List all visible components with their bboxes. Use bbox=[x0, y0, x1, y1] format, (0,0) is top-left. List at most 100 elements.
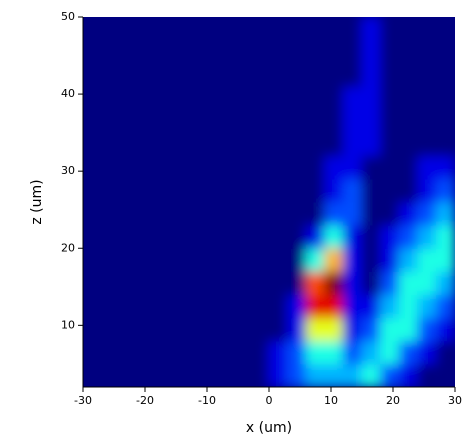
heatmap-cell bbox=[119, 224, 140, 249]
heatmap-cell bbox=[156, 17, 177, 41]
heatmap-cell bbox=[194, 340, 214, 365]
heatmap-cell bbox=[156, 132, 177, 157]
heatmap-cell bbox=[268, 109, 289, 134]
heatmap-cell bbox=[175, 247, 196, 272]
heatmap-cell bbox=[138, 178, 158, 203]
heatmap-cell bbox=[194, 294, 214, 319]
heatmap-cell bbox=[175, 39, 196, 64]
heatmap-cell bbox=[156, 39, 177, 64]
heatmap-cell bbox=[398, 109, 419, 134]
heatmap-cell bbox=[231, 85, 251, 110]
heatmap-cell bbox=[249, 363, 270, 387]
heatmap-cell bbox=[361, 317, 382, 342]
heatmap-cell bbox=[83, 247, 103, 272]
heatmap-cell bbox=[435, 109, 455, 134]
heatmap-cell bbox=[231, 270, 251, 295]
heatmap-cell bbox=[249, 178, 270, 203]
heatmap-cell bbox=[435, 178, 455, 203]
heatmap-cell bbox=[417, 363, 437, 387]
heatmap-cell bbox=[194, 247, 214, 272]
heatmap-cell bbox=[83, 155, 103, 180]
heatmap-cell bbox=[231, 363, 251, 387]
heatmap-cell bbox=[398, 39, 419, 64]
y-tick-label: 40 bbox=[61, 87, 75, 100]
heatmap-cell bbox=[305, 39, 326, 64]
heatmap-cell bbox=[287, 85, 307, 110]
heatmap-cell bbox=[361, 247, 382, 272]
heatmap-cell bbox=[156, 247, 177, 272]
x-tick-label: 0 bbox=[266, 394, 273, 407]
plot-area bbox=[83, 17, 455, 387]
heatmap-cell bbox=[119, 270, 140, 295]
heatmap-cell bbox=[231, 224, 251, 249]
heatmap-cell bbox=[398, 363, 419, 387]
heatmap-cell bbox=[287, 39, 307, 64]
heatmap-cell bbox=[417, 109, 437, 134]
heatmap-cell bbox=[305, 178, 326, 203]
heatmap-cell bbox=[194, 178, 214, 203]
heatmap-cell bbox=[398, 85, 419, 110]
heatmap bbox=[83, 17, 455, 387]
heatmap-cell bbox=[119, 363, 140, 387]
heatmap-cell bbox=[342, 132, 363, 157]
x-tick-label: 30 bbox=[448, 394, 462, 407]
heatmap-cell bbox=[101, 340, 121, 365]
heatmap-cell bbox=[324, 317, 344, 342]
heatmap-cell bbox=[342, 109, 363, 134]
heatmap-cell bbox=[175, 155, 196, 180]
heatmap-cell bbox=[398, 247, 419, 272]
heatmap-cell bbox=[287, 62, 307, 87]
heatmap-cell bbox=[194, 39, 214, 64]
heatmap-cell bbox=[417, 247, 437, 272]
heatmap-cell bbox=[119, 132, 140, 157]
heatmap-cell bbox=[324, 363, 344, 387]
heatmap-cell bbox=[417, 270, 437, 295]
heatmap-cell bbox=[119, 247, 140, 272]
x-tick-label: 10 bbox=[324, 394, 338, 407]
heatmap-cell bbox=[268, 317, 289, 342]
heatmap-cell bbox=[361, 201, 382, 226]
heatmap-cell bbox=[380, 17, 400, 41]
heatmap-cell bbox=[83, 224, 103, 249]
heatmap-cell bbox=[361, 17, 382, 41]
heatmap-cell bbox=[101, 317, 121, 342]
heatmap-cell bbox=[268, 85, 289, 110]
heatmap-cell bbox=[342, 201, 363, 226]
heatmap-cell bbox=[101, 39, 121, 64]
heatmap-cell bbox=[101, 201, 121, 226]
heatmap-cell bbox=[212, 363, 233, 387]
heatmap-cell bbox=[175, 340, 196, 365]
heatmap-cell bbox=[361, 62, 382, 87]
heatmap-cell bbox=[249, 109, 270, 134]
heatmap-cell bbox=[212, 39, 233, 64]
heatmap-cell bbox=[305, 363, 326, 387]
heatmap-cell bbox=[138, 109, 158, 134]
x-axis-label: x (um) bbox=[246, 420, 292, 436]
heatmap-cell bbox=[249, 39, 270, 64]
heatmap-cell bbox=[194, 85, 214, 110]
heatmap-cell bbox=[287, 363, 307, 387]
heatmap-cell bbox=[138, 317, 158, 342]
heatmap-cell bbox=[435, 317, 455, 342]
heatmap-cell bbox=[435, 62, 455, 87]
heatmap-cell bbox=[83, 109, 103, 134]
heatmap-cell bbox=[398, 340, 419, 365]
heatmap-cell bbox=[119, 109, 140, 134]
heatmap-cell bbox=[175, 270, 196, 295]
heatmap-cell bbox=[305, 294, 326, 319]
heatmap-cell bbox=[119, 85, 140, 110]
heatmap-cell bbox=[417, 317, 437, 342]
heatmap-cell bbox=[380, 340, 400, 365]
heatmap-cell bbox=[380, 294, 400, 319]
heatmap-cell bbox=[324, 294, 344, 319]
heatmap-cell bbox=[435, 270, 455, 295]
heatmap-cell bbox=[138, 247, 158, 272]
heatmap-cell bbox=[83, 178, 103, 203]
heatmap-cell bbox=[231, 109, 251, 134]
heatmap-cell bbox=[212, 155, 233, 180]
heatmap-cell bbox=[398, 17, 419, 41]
heatmap-cell bbox=[175, 294, 196, 319]
heatmap-cell bbox=[138, 340, 158, 365]
heatmap-cell bbox=[342, 39, 363, 64]
heatmap-cell bbox=[342, 247, 363, 272]
